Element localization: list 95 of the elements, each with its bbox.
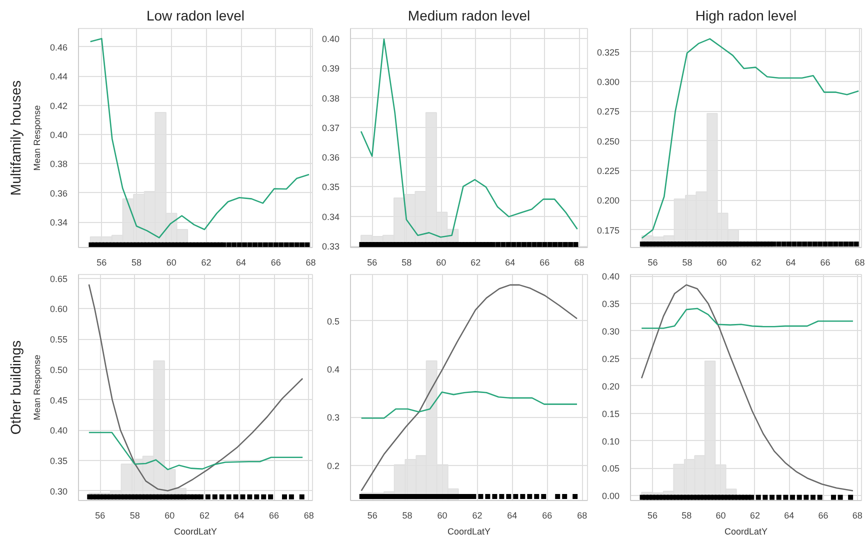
y-tick-label: 0.40 (50, 130, 68, 140)
y-tick-label: 0.33 (322, 242, 340, 252)
x-tick-label: 60 (436, 258, 446, 268)
y-tick-label: 0.44 (50, 72, 68, 82)
x-tick-label: 64 (505, 258, 516, 268)
y-tick-label: 0.30 (602, 326, 620, 336)
y-tick-label: 0.05 (602, 464, 620, 474)
x-tick-label: 62 (199, 510, 210, 520)
x-tick-label: 68 (852, 510, 862, 520)
y-tick-label: 0.4 (326, 364, 340, 375)
y-tick-label: 0.35 (602, 299, 620, 310)
y-tick-label: 0.15 (602, 408, 620, 419)
y-tick-label: 0.34 (322, 212, 340, 222)
chart-title: High radon level (695, 8, 797, 24)
x-tick-label: 56 (648, 510, 658, 520)
y-tick-label: 0.3 (326, 412, 340, 423)
y-tick-label: 0.275 (596, 106, 620, 117)
x-tick-label: 66 (820, 258, 830, 268)
y-tick-label: 0.5 (326, 316, 340, 326)
x-tick-label: 56 (95, 510, 106, 520)
x-tick-label: 68 (854, 258, 865, 268)
x-axis-title: CoordLatY (174, 526, 218, 536)
y-tick-label: 0.35 (322, 182, 340, 192)
text: Other buildings (8, 340, 24, 435)
x-tick-label: 66 (270, 258, 281, 268)
y-tick-label: 0.38 (322, 93, 340, 104)
x-tick-label: 66 (269, 510, 280, 520)
y-tick-label: 0.50 (50, 364, 68, 375)
x-tick-label: 58 (402, 510, 412, 520)
x-tick-label: 58 (132, 258, 142, 268)
y-tick-label: 0.00 (602, 491, 620, 502)
x-tick-label: 56 (367, 258, 378, 268)
text: Multifamily houses (8, 80, 24, 196)
x-tick-label: 62 (751, 258, 762, 268)
y-tick-label: 0.55 (50, 334, 68, 345)
y-tick-label: 0.39 (322, 64, 340, 74)
y-tick-label: 0.60 (50, 304, 68, 314)
y-tick-label: 0.20 (602, 381, 620, 392)
x-tick-label: 56 (96, 258, 107, 268)
y-tick-label: 0.25 (602, 354, 620, 364)
x-tick-label: 60 (716, 510, 726, 520)
y-tick-label: 0.225 (596, 166, 620, 176)
x-tick-label: 58 (402, 258, 412, 268)
x-axis-title: CoordLatY (724, 526, 768, 536)
x-axis-title: CoordLatY (447, 526, 491, 536)
x-tick-label: 62 (472, 510, 482, 520)
x-tick-label: 62 (470, 258, 481, 268)
y-tick-label: 0.37 (322, 122, 340, 133)
x-tick-label: 60 (716, 258, 727, 268)
x-tick-label: 68 (577, 510, 588, 520)
x-tick-label: 66 (542, 510, 552, 520)
y-tick-label: 0.35 (50, 456, 68, 466)
x-tick-label: 64 (784, 510, 794, 520)
x-tick-label: 60 (166, 258, 176, 268)
y-tick-label: 0.2 (326, 460, 340, 471)
x-tick-label: 68 (306, 258, 316, 268)
x-tick-label: 58 (130, 510, 140, 520)
x-tick-label: 64 (234, 510, 244, 520)
chart-title: Medium radon level (408, 8, 530, 24)
y-tick-label: 0.45 (50, 395, 68, 406)
y-axis-title: Mean Response (32, 354, 42, 420)
chart-title: Low radon level (146, 8, 245, 24)
y-tick-label: 0.175 (596, 225, 620, 236)
y-tick-label: 0.40 (322, 34, 340, 44)
x-tick-label: 58 (682, 258, 692, 268)
y-axis-title: Mean Response (32, 105, 42, 171)
x-tick-label: 66 (540, 258, 550, 268)
y-tick-label: 0.300 (596, 77, 620, 88)
y-tick-label: 0.46 (50, 42, 68, 52)
x-tick-label: 64 (507, 510, 518, 520)
y-tick-label: 0.325 (596, 47, 620, 58)
y-tick-label: 0.42 (50, 100, 68, 111)
x-tick-label: 68 (304, 510, 314, 520)
y-tick-label: 0.34 (50, 218, 68, 228)
x-tick-label: 60 (164, 510, 175, 520)
y-tick-label: 0.36 (50, 188, 68, 198)
y-tick-label: 0.36 (322, 152, 340, 163)
y-tick-label: 0.40 (602, 272, 620, 282)
x-tick-label: 62 (201, 258, 212, 268)
y-tick-label: 0.38 (50, 159, 68, 170)
y-tick-label: 0.30 (50, 486, 68, 496)
y-tick-label: 0.200 (596, 196, 620, 206)
y-tick-label: 0.250 (596, 136, 620, 146)
y-tick-label: 0.10 (602, 436, 620, 446)
x-tick-label: 66 (818, 510, 828, 520)
y-tick-label: 0.40 (50, 426, 68, 436)
x-tick-label: 60 (437, 510, 448, 520)
x-tick-label: 62 (750, 510, 760, 520)
x-tick-label: 56 (367, 510, 378, 520)
x-tick-label: 64 (786, 258, 796, 268)
x-tick-label: 56 (648, 258, 658, 268)
x-tick-label: 58 (682, 510, 692, 520)
y-tick-label: 0.65 (50, 274, 68, 284)
x-tick-label: 68 (574, 258, 584, 268)
x-tick-label: 64 (236, 258, 246, 268)
